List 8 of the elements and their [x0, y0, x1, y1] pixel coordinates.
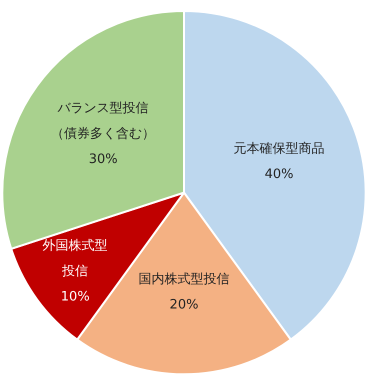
data-label: 10% — [60, 289, 90, 304]
slice-label: 外国株式型投信 — [42, 238, 108, 279]
slice-label: 元本確保型商品 — [234, 142, 325, 157]
data-label: 20% — [170, 298, 198, 312]
data-label: 40% — [264, 167, 294, 182]
data-label: 30% — [88, 152, 118, 167]
slice-label: バランス型投信（債券多く含む） — [51, 101, 156, 142]
slice-label: 国内株式型投信 — [138, 272, 230, 288]
